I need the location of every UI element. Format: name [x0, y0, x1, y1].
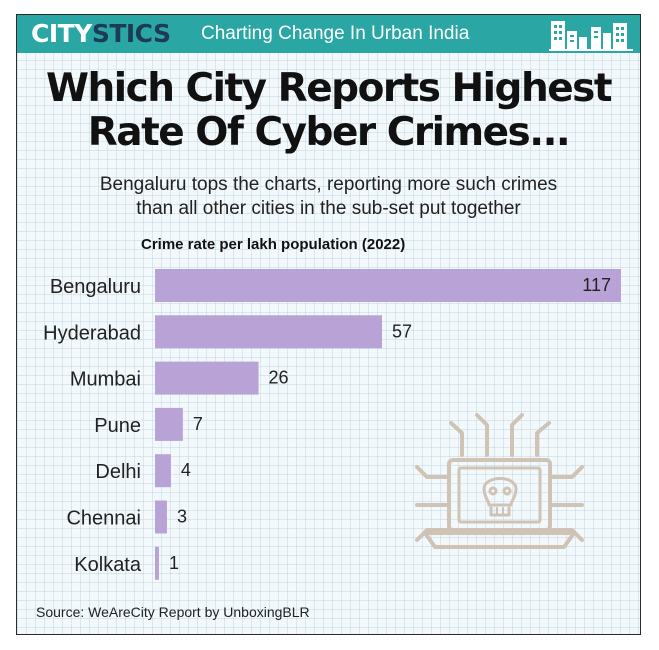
value-label-mumbai: 26 [269, 368, 289, 388]
chart-title: Crime rate per lakh population (2022) [141, 236, 406, 253]
header-banner: CITYSTICS Charting Change In Urban India [17, 15, 640, 53]
bar-delhi [155, 454, 171, 488]
page-subtitle: Bengaluru tops the charts, reporting mor… [17, 173, 640, 221]
infographic-frame: CITYSTICS Charting Change In Urban India [16, 14, 641, 635]
laptop-skull-circuit-icon [415, 413, 584, 549]
value-label-bengaluru: 117 [582, 275, 611, 295]
bar-kolkata [155, 546, 159, 580]
city-skyline-icon [549, 21, 633, 51]
source-note: Source: WeAreCity Report by UnboxingBLR [36, 604, 310, 620]
category-label-chennai: Chennai [66, 508, 141, 530]
value-label-chennai: 3 [177, 507, 187, 527]
bar-hyderabad [155, 315, 383, 349]
bar-chart: Bengaluru Hyderabad Mumbai Pune Delhi Chennai… [43, 269, 621, 580]
value-label-kolkata: 1 [169, 553, 179, 573]
bar-chennai [155, 500, 167, 534]
subtitle-line-2: than all other cities in the sub-set put… [136, 198, 521, 219]
category-label-hyderabad: Hyderabad [43, 322, 141, 344]
subtitle-line-1: Bengaluru tops the charts, reporting mor… [99, 174, 558, 195]
page-title: Which City Reports Highest Rate Of Cyber… [17, 67, 640, 155]
value-label-delhi: 4 [181, 460, 191, 480]
bar-pune [155, 407, 183, 441]
header-tagline: Charting Change In Urban India [201, 23, 470, 44]
title-line-2: Rate Of Cyber Crimes... [87, 110, 571, 155]
brand-logo: CITYSTICS [31, 19, 171, 49]
bar-bengaluru [155, 269, 621, 302]
category-label-delhi: Delhi [95, 461, 141, 483]
category-label-bengaluru: Bengaluru [50, 276, 141, 298]
category-label-pune: Pune [94, 415, 141, 437]
bar-mumbai [155, 361, 259, 395]
title-line-1: Which City Reports Highest [45, 66, 613, 111]
category-label-kolkata: Kolkata [74, 554, 142, 576]
category-label-mumbai: Mumbai [70, 369, 141, 391]
logo-city: CITY [31, 19, 92, 48]
logo-stics: STICS [91, 19, 171, 48]
value-label-pune: 7 [193, 414, 203, 434]
value-label-hyderabad: 57 [392, 321, 412, 341]
